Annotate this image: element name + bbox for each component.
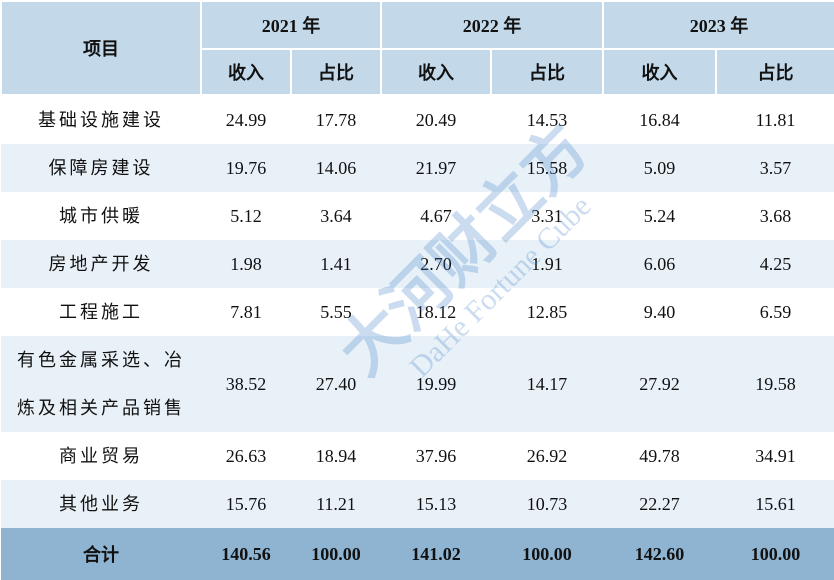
value-cell: 22.27 — [603, 480, 716, 528]
value-cell: 1.91 — [491, 240, 603, 288]
value-cell: 34.91 — [755, 445, 796, 466]
value-cell: 5.09 — [603, 144, 716, 192]
value-cell: 19.99 — [381, 336, 491, 432]
item-cell: 保障房建设 — [1, 144, 201, 192]
sub-header: 占比 — [290, 48, 382, 96]
item-cell: 有色金属采选、冶炼及相关产品销售 — [1, 336, 201, 432]
table-row: 房地产开发 1.98 1.41 2.70 1.91 6.06 4.25 — [1, 240, 834, 288]
value-cell: 9.40 — [643, 301, 676, 322]
value-cell: 15.58 — [491, 144, 603, 192]
sub-header: 占比 — [715, 48, 834, 96]
value-cell: 26.92 — [526, 445, 568, 466]
value-cell: 7.81 — [230, 301, 262, 322]
table-row: 基础设施建设 24.99 17.78 20.49 14.53 16.84 11.81 — [1, 95, 834, 144]
item-cell: 其他业务 — [1, 480, 201, 528]
total-row: 合计 140.56 100.00 141.02 100.00 142.60 100.00 — [1, 528, 834, 580]
table-body: 基础设施建设 24.99 17.78 20.49 14.53 16.84 11.81 保障房建… — [1, 95, 834, 580]
value-cell: 26.63 — [225, 445, 267, 466]
value-cell: 38.52 — [201, 336, 291, 432]
value-cell: 12.85 — [526, 301, 568, 322]
value-cell: 11.81 — [755, 109, 796, 130]
item-cell: 工程施工 — [59, 302, 143, 322]
value-cell: 3.31 — [531, 205, 563, 226]
value-cell: 10.73 — [491, 480, 603, 528]
table-row: 其他业务 15.76 11.21 15.13 10.73 22.27 15.61 — [1, 480, 834, 528]
item-cell: 城市供暖 — [59, 206, 143, 226]
value-cell: 24.99 — [225, 109, 267, 130]
sub-header: 收入 — [200, 48, 292, 96]
sub-header: 占比 — [490, 48, 604, 96]
sub-header: 收入 — [380, 48, 492, 96]
total-cell: 140.56 — [201, 528, 291, 580]
value-cell: 16.84 — [639, 109, 680, 130]
table-row: 商业贸易 26.63 18.94 37.96 26.92 49.78 34.91 — [1, 432, 834, 480]
value-cell: 49.78 — [639, 445, 680, 466]
value-cell: 20.49 — [415, 109, 457, 130]
value-cell: 19.76 — [201, 144, 291, 192]
value-cell: 27.40 — [291, 336, 381, 432]
value-cell: 2.70 — [381, 240, 491, 288]
total-cell: 142.60 — [603, 528, 716, 580]
item-cell: 基础设施建设 — [38, 110, 164, 130]
year-header: 2022 年 — [380, 0, 604, 50]
value-cell: 37.96 — [415, 445, 457, 466]
sub-header: 收入 — [602, 48, 717, 96]
total-cell: 100.00 — [291, 528, 381, 580]
total-cell: 100.00 — [716, 528, 834, 580]
total-cell: 141.02 — [381, 528, 491, 580]
value-cell: 4.67 — [420, 205, 452, 226]
value-cell: 15.13 — [381, 480, 491, 528]
value-cell: 18.12 — [415, 301, 457, 322]
value-cell: 14.53 — [526, 109, 568, 130]
year-header: 2023 年 — [602, 0, 834, 50]
total-cell: 100.00 — [491, 528, 603, 580]
table-header: 项目 2021 年 2022 年 2023 年 收入 占比 收入 占比 收入 占… — [0, 0, 834, 96]
value-cell: 5.55 — [320, 301, 352, 322]
value-cell: 6.59 — [759, 301, 792, 322]
value-cell: 1.41 — [291, 240, 381, 288]
value-cell: 3.64 — [320, 205, 352, 226]
value-cell: 15.61 — [716, 480, 834, 528]
value-cell: 6.06 — [603, 240, 716, 288]
item-cell: 商业贸易 — [59, 446, 143, 466]
header-cell: 项目 — [0, 0, 202, 96]
table-row: 保障房建设 19.76 14.06 21.97 15.58 5.09 3.57 — [1, 144, 834, 192]
value-cell: 15.76 — [201, 480, 291, 528]
year-header: 2021 年 — [200, 0, 382, 50]
value-cell: 4.25 — [716, 240, 834, 288]
value-cell: 18.94 — [315, 445, 357, 466]
value-cell: 27.92 — [603, 336, 716, 432]
value-cell: 1.98 — [201, 240, 291, 288]
value-cell: 5.12 — [230, 205, 262, 226]
total-label: 合计 — [1, 528, 201, 580]
value-cell: 3.68 — [759, 205, 792, 226]
table-row: 有色金属采选、冶炼及相关产品销售 38.52 27.40 19.99 14.17 27.9… — [1, 336, 834, 432]
value-cell: 21.97 — [381, 144, 491, 192]
value-cell: 3.57 — [716, 144, 834, 192]
value-cell: 14.06 — [291, 144, 381, 192]
table-row: 城市供暖 5.12 3.64 4.67 3.31 5.24 3.68 — [1, 192, 834, 240]
value-cell: 11.21 — [291, 480, 381, 528]
value-cell: 17.78 — [315, 109, 357, 130]
item-cell: 房地产开发 — [1, 240, 201, 288]
value-cell: 14.17 — [491, 336, 603, 432]
value-cell: 5.24 — [643, 205, 676, 226]
value-cell: 19.58 — [716, 336, 834, 432]
table-row: 工程施工 7.81 5.55 18.12 12.85 9.40 6.59 — [1, 288, 834, 336]
